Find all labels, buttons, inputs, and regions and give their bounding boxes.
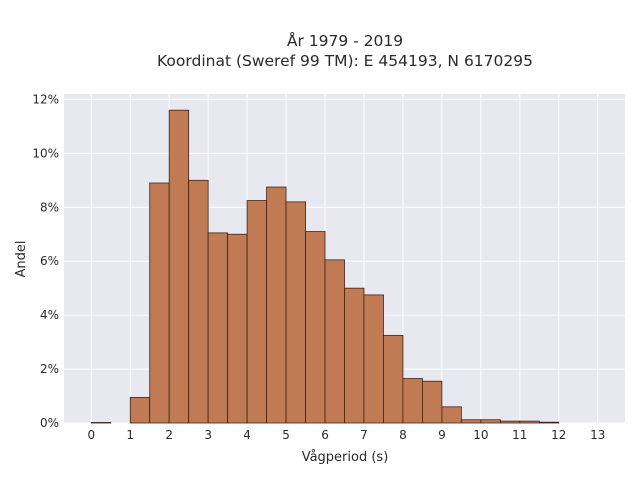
y-tick-label: 6% [40,254,59,268]
x-tick-label: 12 [551,428,566,442]
y-axis-ticks: 0% 2% 4% 6% 8% 10% 12% [32,92,59,430]
histogram-bar [499,420,521,424]
y-tick-label: 2% [40,362,59,376]
histogram-bar [305,231,326,424]
chart-title-line-1: År 1979 - 2019 [287,31,403,50]
histogram-bar [480,419,501,424]
histogram-bar [266,186,287,424]
histogram-bar [460,419,482,424]
x-axis-label: Vågperiod (s) [302,450,389,465]
x-tick-label: 4 [243,428,251,442]
histogram-bar [538,421,560,424]
x-tick-label: 10 [473,428,488,442]
x-tick-label: 5 [282,428,290,442]
histogram-bar [422,380,443,424]
x-axis-ticks: 0 1 2 3 4 5 6 7 8 9 10 11 12 13 [87,428,605,442]
histogram-bar [519,420,540,424]
chart-title-line-2: Koordinat (Sweref 99 TM): E 454193, N 61… [157,52,533,70]
x-tick-label: 13 [590,428,605,442]
histogram-bar [227,233,248,424]
x-tick-label: 2 [165,428,173,442]
histogram-bar [383,334,404,424]
y-axis-label: Andel [14,241,29,278]
histogram-bar [344,287,365,424]
histogram-bar [324,259,345,424]
histogram-bar [363,294,384,424]
histogram-bar [441,406,462,424]
histogram-bar [90,422,112,424]
histogram-bars [90,109,560,424]
y-tick-label: 10% [32,146,59,160]
histogram-bar [402,378,423,424]
x-tick-label: 6 [321,428,329,442]
x-tick-label: 11 [512,428,527,442]
histogram-bar [129,396,151,424]
y-tick-label: 12% [32,92,59,106]
histogram-bar [149,182,170,424]
histogram-bar [207,232,229,424]
y-tick-label: 8% [40,200,59,214]
x-tick-label: 0 [87,428,95,442]
histogram-bar [246,200,267,424]
y-tick-label: 0% [40,416,59,430]
histogram-bar [168,109,190,424]
histogram-bar [188,179,209,424]
histogram-bar [285,201,306,424]
x-tick-label: 1 [126,428,134,442]
x-tick-label: 8 [399,428,407,442]
x-tick-label: 9 [438,428,446,442]
x-tick-label: 3 [204,428,212,442]
x-tick-label: 7 [360,428,368,442]
y-tick-label: 4% [40,308,59,322]
